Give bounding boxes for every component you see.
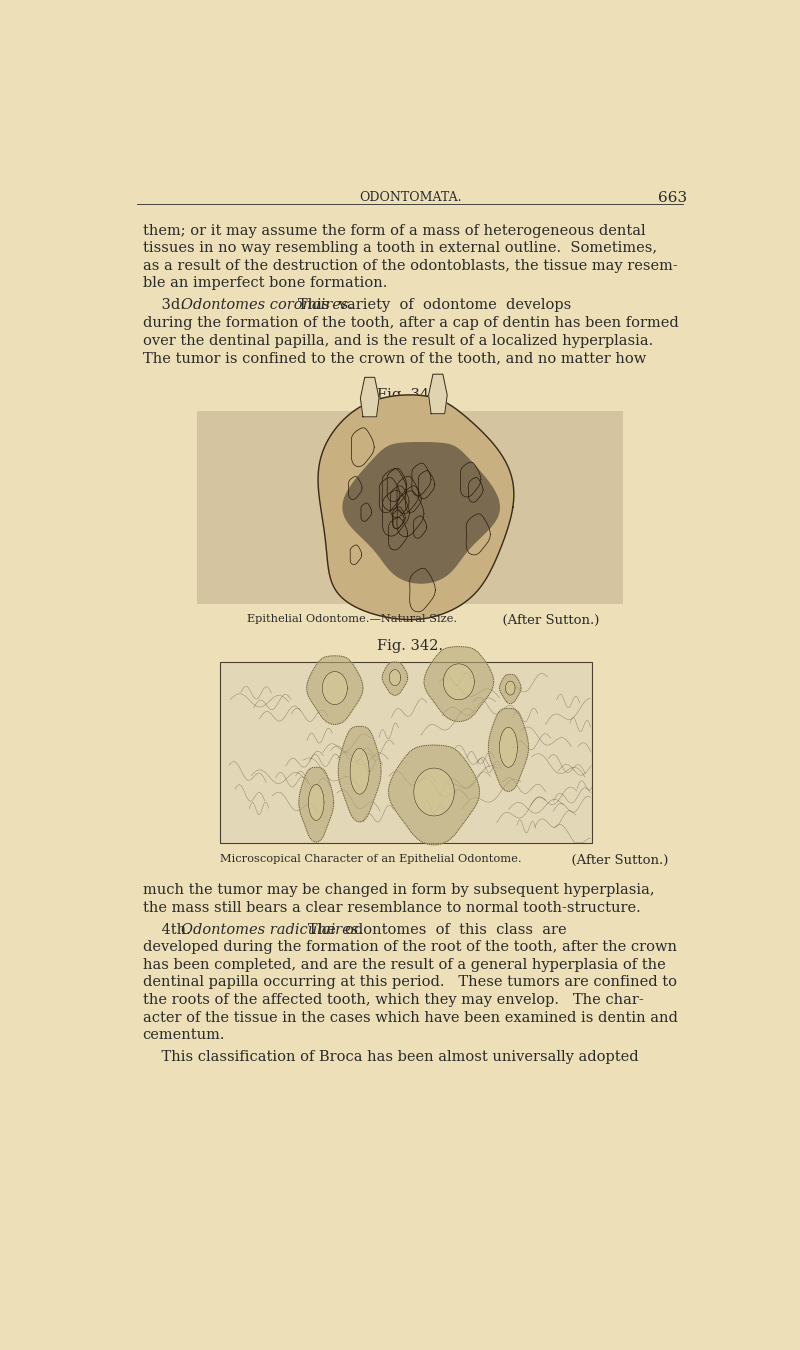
- Polygon shape: [443, 664, 474, 699]
- Polygon shape: [424, 647, 494, 721]
- Polygon shape: [309, 784, 324, 821]
- Polygon shape: [343, 443, 499, 583]
- Polygon shape: [499, 675, 521, 703]
- Polygon shape: [318, 396, 514, 620]
- Text: Epithelial Odontome.—Natural Size.: Epithelial Odontome.—Natural Size.: [247, 614, 458, 624]
- Text: as a result of the destruction of the odontoblasts, the tissue may resem-: as a result of the destruction of the od…: [142, 259, 678, 273]
- Polygon shape: [506, 682, 515, 695]
- Text: Fig. 341.: Fig. 341.: [377, 387, 443, 402]
- Polygon shape: [390, 670, 401, 686]
- Text: 663: 663: [658, 192, 687, 205]
- Polygon shape: [499, 728, 518, 767]
- Text: The tumor is confined to the crown of the tooth, and no matter how: The tumor is confined to the crown of th…: [142, 351, 646, 364]
- Bar: [220, 662, 592, 842]
- Polygon shape: [389, 745, 479, 845]
- Polygon shape: [429, 374, 447, 413]
- Text: cementum.: cementum.: [142, 1029, 225, 1042]
- Text: the roots of the affected tooth, which they may envelop.   The char-: the roots of the affected tooth, which t…: [142, 994, 643, 1007]
- Text: The  odontomes  of  this  class  are: The odontomes of this class are: [294, 923, 566, 937]
- Text: ODONTOMATA.: ODONTOMATA.: [358, 192, 462, 204]
- Text: (After Sutton.): (After Sutton.): [563, 853, 669, 867]
- Text: 3d.: 3d.: [142, 298, 194, 312]
- Text: them; or it may assume the form of a mass of heterogeneous dental: them; or it may assume the form of a mas…: [142, 224, 646, 238]
- Text: Odontomes radiculaires.: Odontomes radiculaires.: [182, 923, 363, 937]
- Text: over the dentinal papilla, and is the result of a localized hyperplasia.: over the dentinal papilla, and is the re…: [142, 333, 653, 347]
- Text: dentinal papilla occurring at this period.   These tumors are confined to: dentinal papilla occurring at this perio…: [142, 976, 677, 990]
- Polygon shape: [350, 748, 369, 794]
- Polygon shape: [382, 662, 408, 695]
- Polygon shape: [306, 656, 363, 725]
- Text: acter of the tissue in the cases which have been examined is dentin and: acter of the tissue in the cases which h…: [142, 1011, 678, 1025]
- Text: 4th.: 4th.: [142, 923, 200, 937]
- Text: the mass still bears a clear resemblance to normal tooth-structure.: the mass still bears a clear resemblance…: [142, 900, 640, 914]
- Text: Microscopical Character of an Epithelial Odontome.: Microscopical Character of an Epithelial…: [220, 853, 522, 864]
- Polygon shape: [299, 767, 334, 842]
- Text: ble an imperfect bone formation.: ble an imperfect bone formation.: [142, 277, 387, 290]
- Text: Odontomes coronaires.: Odontomes coronaires.: [182, 298, 354, 312]
- Polygon shape: [414, 768, 454, 815]
- Polygon shape: [360, 378, 379, 417]
- Text: This classification of Broca has been almost universally adopted: This classification of Broca has been al…: [142, 1050, 638, 1064]
- Text: tissues in no way resembling a tooth in external outline.  Sometimes,: tissues in no way resembling a tooth in …: [142, 242, 657, 255]
- Polygon shape: [322, 671, 347, 705]
- Polygon shape: [488, 709, 529, 791]
- Text: developed during the formation of the root of the tooth, after the crown: developed during the formation of the ro…: [142, 941, 677, 954]
- Polygon shape: [338, 726, 381, 822]
- Text: much the tumor may be changed in form by subsequent hyperplasia,: much the tumor may be changed in form by…: [142, 883, 654, 896]
- Text: during the formation of the tooth, after a cap of dentin has been formed: during the formation of the tooth, after…: [142, 316, 678, 329]
- Text: has been completed, and are the result of a general hyperplasia of the: has been completed, and are the result o…: [142, 958, 666, 972]
- Text: (After Sutton.): (After Sutton.): [494, 614, 599, 628]
- Text: Fig. 342.: Fig. 342.: [377, 639, 443, 653]
- Text: This  variety  of  odontome  develops: This variety of odontome develops: [285, 298, 572, 312]
- Bar: [197, 410, 623, 603]
